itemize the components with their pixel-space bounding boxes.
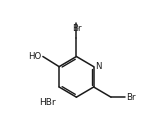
Text: HBr: HBr <box>39 98 55 107</box>
Text: HO: HO <box>29 52 42 61</box>
Text: N: N <box>95 62 101 71</box>
Text: Br: Br <box>126 93 135 102</box>
Text: Br: Br <box>72 24 81 33</box>
